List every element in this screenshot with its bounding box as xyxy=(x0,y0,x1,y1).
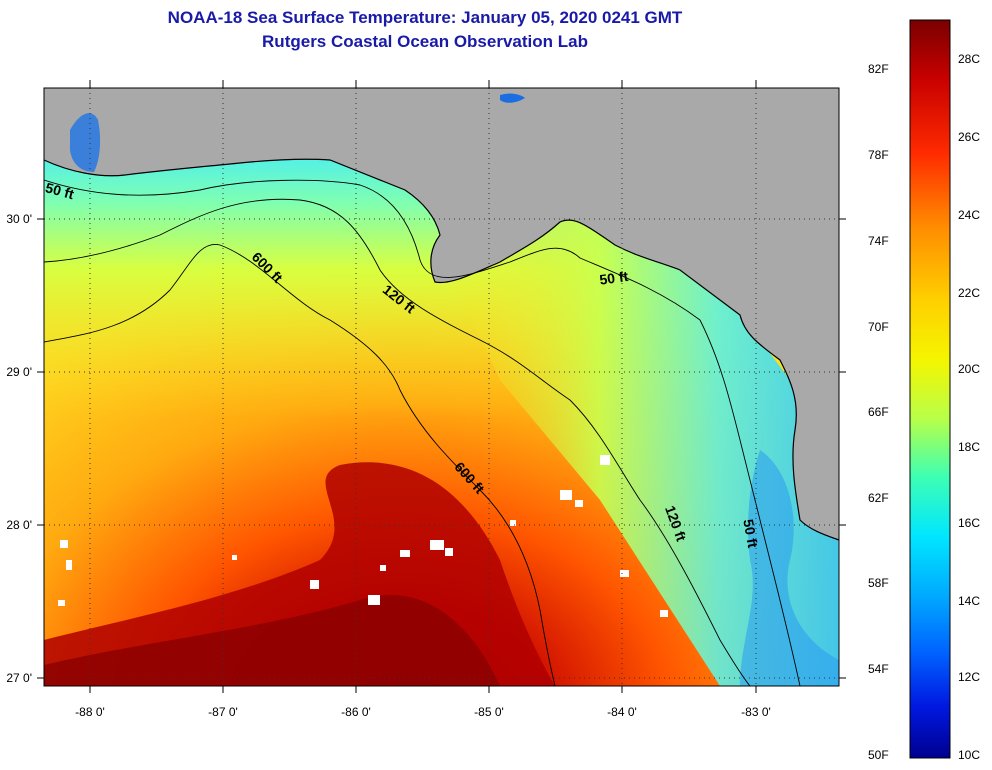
contour-label: 50 ft xyxy=(740,518,761,549)
land-mass xyxy=(44,88,839,540)
c-label: 22C xyxy=(958,286,980,300)
map-title: NOAA-18 Sea Surface Temperature: January… xyxy=(167,8,683,27)
c-label: 10C xyxy=(958,748,980,762)
y-axis-labels: 30 0' 29 0' 28 0' 27 0' xyxy=(6,212,32,685)
x-tick-label: -85 0' xyxy=(474,705,504,719)
colorbar-gradient xyxy=(909,19,951,759)
c-label: 18C xyxy=(958,440,980,454)
x-tick-label: -88 0' xyxy=(75,705,105,719)
f-label: 74F xyxy=(868,234,889,248)
c-label: 12C xyxy=(958,670,980,684)
x-tick-label: -86 0' xyxy=(341,705,371,719)
y-tick-label: 29 0' xyxy=(6,365,32,379)
map-subtitle: Rutgers Coastal Ocean Observation Lab xyxy=(262,32,588,51)
c-label: 24C xyxy=(958,208,980,222)
colorbar: 82F 78F 74F 70F 66F 62F 58F 54F 50F 28C … xyxy=(868,19,980,762)
tick-marks xyxy=(37,80,846,693)
contour-label: 50 ft xyxy=(44,179,76,202)
f-label: 54F xyxy=(868,662,889,676)
c-label: 20C xyxy=(958,362,980,376)
c-label: 16C xyxy=(958,516,980,530)
contour-label: 50 ft xyxy=(598,268,629,288)
map-frame xyxy=(43,87,840,687)
f-label: 66F xyxy=(868,405,889,419)
f-label: 82F xyxy=(868,62,889,76)
contour-600ft xyxy=(44,243,556,686)
mobile-bay xyxy=(70,113,101,172)
colorbar-fahrenheit-labels: 82F 78F 74F 70F 66F 62F 58F 54F 50F xyxy=(868,62,889,762)
c-label: 28C xyxy=(958,52,980,66)
cloud-specks xyxy=(58,455,668,617)
y-tick-label: 30 0' xyxy=(6,212,32,226)
y-tick-label: 27 0' xyxy=(6,671,32,685)
f-label: 70F xyxy=(868,320,889,334)
x-axis-labels: -88 0' -87 0' -86 0' -85 0' -84 0' -83 0… xyxy=(75,705,771,719)
f-label: 50F xyxy=(868,748,889,762)
f-label: 58F xyxy=(868,576,889,590)
y-tick-label: 28 0' xyxy=(6,518,32,532)
contour-120ft xyxy=(44,198,751,686)
c-label: 26C xyxy=(958,130,980,144)
x-tick-label: -87 0' xyxy=(208,705,238,719)
x-tick-label: -84 0' xyxy=(607,705,637,719)
c-label: 14C xyxy=(958,594,980,608)
f-label: 62F xyxy=(868,491,889,505)
f-label: 78F xyxy=(868,148,889,162)
cold-coastal-patch xyxy=(740,450,839,686)
x-tick-label: -83 0' xyxy=(741,705,771,719)
sst-map: -88 0' -87 0' -86 0' -85 0' -84 0' -83 0… xyxy=(6,80,846,719)
colorbar-celsius-labels: 28C 26C 24C 22C 20C 18C 16C 14C 12C 10C xyxy=(958,52,980,762)
water-cool-east xyxy=(440,200,839,686)
